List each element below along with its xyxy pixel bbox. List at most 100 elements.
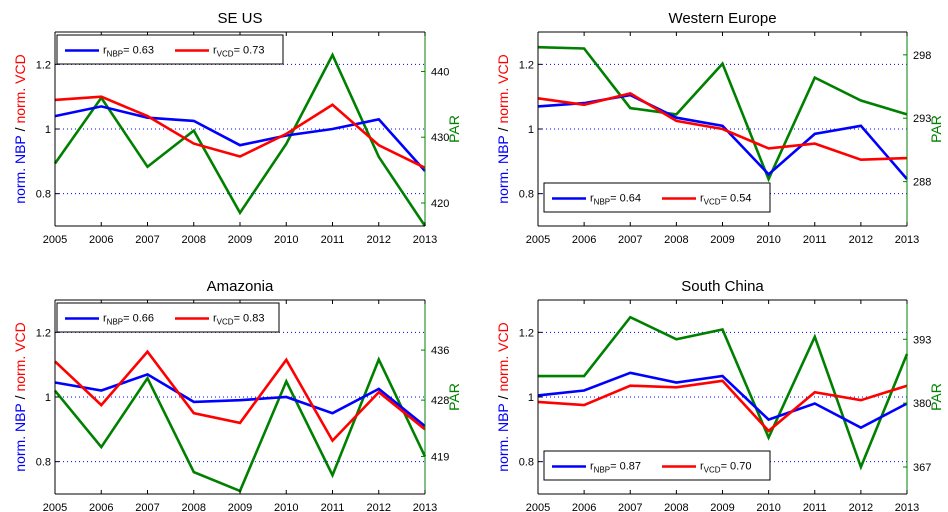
x-tick-label: 2012 [367,234,391,246]
y-tick-label-right: 288 [913,177,931,189]
series-line-par [538,315,909,471]
y-tick-label-right: 393 [913,334,931,346]
y-label-vcd: norm. VCD [495,54,511,123]
y-tick-label-left: 1 [45,392,51,404]
x-tick-label: 2006 [89,502,113,512]
series-line-par [537,45,908,183]
x-tick-label: 2013 [413,234,437,246]
legend-box [56,34,284,65]
y-tick-label-left: 1 [528,124,534,136]
x-tick-label: 2010 [756,234,780,246]
x-tick-label: 2009 [710,502,734,512]
y-label-sep: / [495,124,511,136]
x-tick-label: 2008 [664,502,688,512]
x-tick-label: 2010 [274,234,298,246]
x-tick-label: 2013 [895,502,919,512]
x-tick-label: 2005 [526,234,550,246]
y-tick-label-left: 0.8 [36,457,51,469]
x-tick-label: 2010 [274,502,298,512]
chart-panel-3: 2005 2006 2007 2008 2009 2010 2011 2012 2013 0.8 1… [495,278,944,512]
legend-label-nbp: rNBP= 0.66 [103,313,154,327]
x-tick-label: 2007 [618,234,642,246]
y-tick-label-left: 1.2 [519,59,534,71]
x-tick-label: 2006 [89,234,113,246]
legend-sub: NBP [594,466,610,475]
y-tick-label-right: 430 [431,132,449,144]
legend-sub: VCD [704,198,721,207]
x-tick-label: 2005 [43,502,67,512]
series-line-nbp [537,371,908,430]
x-tick-label: 2005 [43,234,67,246]
legend-r: r [103,45,107,57]
series-line-nbp [537,93,908,180]
legend-label-vcd: rVCD= 0.54 [700,193,751,207]
legend-value: = 0.63 [123,45,154,57]
legend-sub: NBP [594,198,610,207]
legend: rNBP= 0.63 rVCD= 0.73 [56,34,284,65]
x-tick-label: 2012 [849,502,873,512]
series-line-vcd [54,95,426,169]
legend-r: r [213,45,217,57]
x-tick-label: 2008 [182,502,206,512]
y-label-vcd: norm. VCD [495,322,511,391]
legend: rNBP= 0.87 rVCD= 0.70 [543,450,771,481]
legend-label-nbp: rNBP= 0.87 [590,461,641,475]
x-tick-label: 2009 [228,502,252,512]
x-tick-label: 2006 [572,502,596,512]
y-tick-label-right: 428 [431,395,449,407]
legend-sub: NBP [107,318,123,327]
series-line-vcd [537,92,908,162]
legend-value: = 0.70 [721,461,752,473]
x-tick-label: 2008 [182,234,206,246]
legend-label-vcd: rVCD= 0.70 [700,461,751,475]
legend: rNBP= 0.64 rVCD= 0.54 [543,182,771,213]
legend-r: r [700,193,704,205]
legend-r: r [700,461,704,473]
y-tick-label-left: 1.2 [36,327,51,339]
y-tick-label-right: 420 [431,198,449,210]
series-line-par [53,356,427,493]
y-label-sep: / [12,392,28,404]
y-tick-label-right: 293 [913,113,931,125]
legend-r: r [103,313,107,325]
y-tick-label-left: 1 [528,392,534,404]
y-label-sep: / [495,392,511,404]
legend-value: = 0.87 [610,461,641,473]
x-tick-label: 2012 [849,234,873,246]
x-tick-label: 2011 [803,502,827,512]
chart-title: Western Europe [668,10,776,27]
y-tick-label-left: 1.2 [36,59,51,71]
y-label-vcd: norm. VCD [12,322,28,391]
x-tick-label: 2007 [135,234,159,246]
x-tick-label: 2011 [321,234,345,246]
legend-sub: VCD [704,466,721,475]
x-tick-label: 2011 [321,502,345,512]
y-label-nbp: norm. NBP [495,135,511,203]
y-label-nbp: norm. NBP [495,403,511,471]
y-axis-label-left: norm. NBP / norm. VCD [12,322,28,471]
series-line-nbp [54,105,426,172]
y-axis-label-right: PAR [928,115,944,143]
legend-value: = 0.54 [721,193,752,205]
series-line-vcd [54,349,426,443]
y-label-sep: / [12,124,28,136]
chart-title: Amazonia [207,278,274,295]
chart-panel-2: 2005 2006 2007 2008 2009 2010 2011 2012 2013 0.8 1… [12,278,462,512]
x-tick-label: 2007 [135,502,159,512]
legend-sub: VCD [217,50,234,59]
y-axis-label-right: PAR [928,383,944,411]
y-axis-label-right: PAR [446,115,462,143]
y-axis-label-left: norm. NBP / norm. VCD [495,322,511,471]
y-label-nbp: norm. NBP [12,135,28,203]
y-label-vcd: norm. VCD [12,54,28,123]
x-tick-label: 2012 [367,502,391,512]
x-tick-label: 2007 [618,502,642,512]
legend-label-nbp: rNBP= 0.64 [590,193,641,207]
x-tick-label: 2005 [526,502,550,512]
y-axis-label-left: norm. NBP / norm. VCD [12,54,28,203]
x-tick-label: 2013 [413,502,437,512]
chart-panel-0: 2005 2006 2007 2008 2009 2010 2011 2012 2013 0.8 1… [12,10,462,246]
legend-label-vcd: rVCD= 0.73 [213,45,264,59]
legend: rNBP= 0.66 rVCD= 0.83 [56,302,280,333]
